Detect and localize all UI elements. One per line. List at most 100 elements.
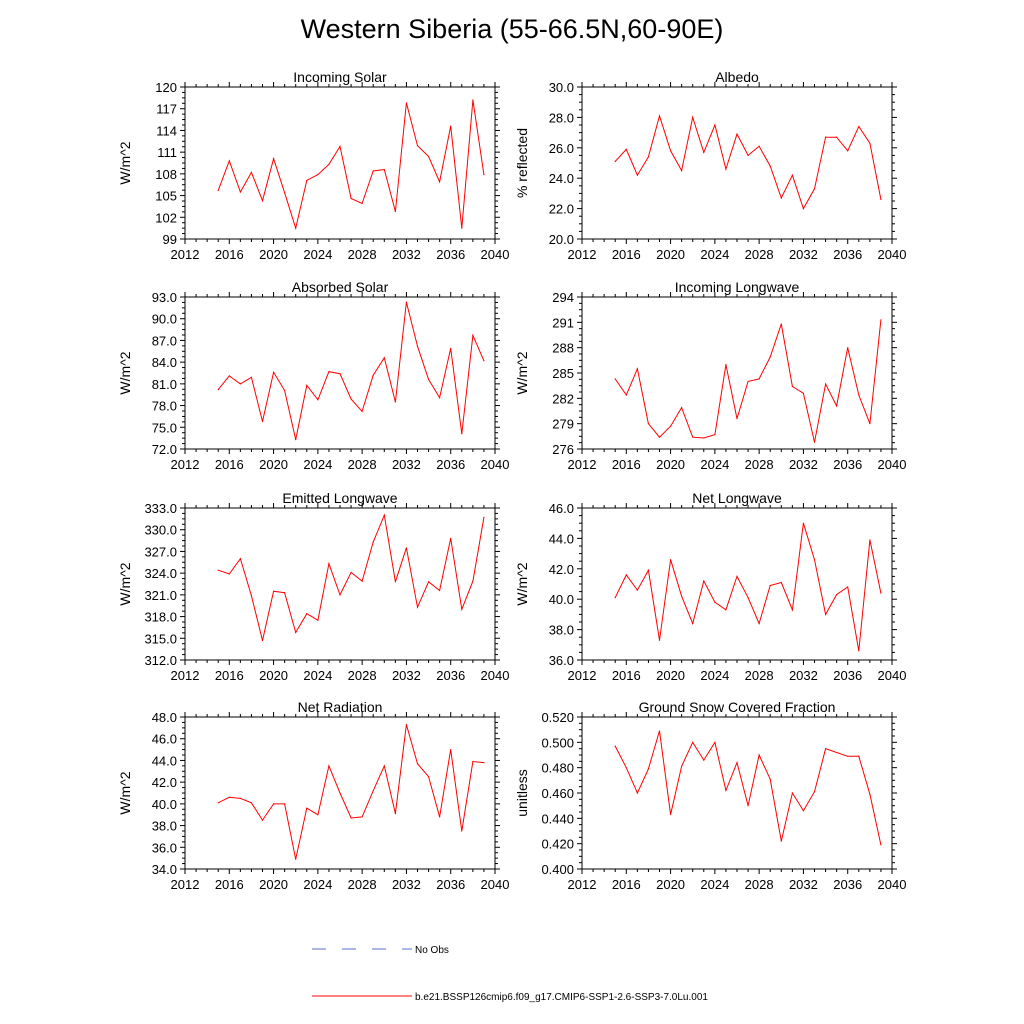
y-tick-label: 0.480: [541, 761, 574, 776]
data-point: [383, 765, 385, 767]
data-point: [669, 559, 672, 561]
x-tick-label: 2036: [436, 457, 465, 472]
data-point: [780, 581, 782, 584]
x-tick-label: 2024: [303, 668, 332, 683]
y-tick-label: 87.0: [152, 333, 177, 348]
data-point: [847, 347, 849, 349]
data-point: [703, 437, 705, 439]
data-point: [858, 125, 860, 128]
data-point: [836, 405, 838, 407]
y-tick-label: 108: [155, 167, 177, 182]
data-point: [228, 573, 230, 575]
series-line: [614, 730, 882, 846]
data-point: [284, 592, 286, 594]
data-point: [681, 407, 683, 409]
data-point: [636, 174, 638, 176]
data-point: [625, 574, 627, 576]
x-tick-label: 2024: [303, 457, 332, 472]
data-point: [339, 594, 341, 596]
data-point: [714, 124, 716, 126]
data-point: [636, 368, 638, 370]
x-tick-label: 2028: [348, 877, 377, 892]
y-tick-label: 36.0: [152, 840, 177, 855]
x-tick-label: 2016: [215, 668, 244, 683]
data-point: [306, 613, 308, 615]
data-point: [250, 802, 253, 804]
data-point: [317, 619, 319, 621]
data-point: [758, 622, 760, 625]
x-tick-label: 2036: [833, 457, 862, 472]
y-axis-label: W/m^2: [514, 351, 530, 394]
legend: No Obs b.e21.BSSP126cmip6.f09_g17.CMIP6-S…: [312, 945, 708, 1003]
data-point: [461, 227, 463, 229]
data-point: [483, 360, 485, 362]
data-point: [847, 755, 849, 757]
data-point: [427, 155, 430, 158]
data-point: [703, 759, 705, 761]
data-point: [239, 797, 241, 800]
chart-panel: Ground Snow Covered Fraction unitless 2012…: [514, 699, 906, 892]
data-point: [284, 192, 286, 194]
x-tick-label: 2024: [303, 247, 332, 262]
data-point: [692, 741, 694, 743]
data-point: [736, 418, 738, 420]
x-tick-label: 2024: [700, 247, 729, 262]
data-point: [306, 179, 308, 181]
data-point: [836, 594, 838, 596]
data-point: [692, 436, 694, 438]
x-tick-label: 2012: [171, 457, 200, 472]
plot-frame: [581, 716, 893, 870]
data-point: [295, 631, 297, 634]
plot-frame: [184, 507, 496, 661]
data-point: [306, 807, 308, 809]
y-tick-label: 276: [552, 442, 574, 457]
data-point: [614, 745, 616, 747]
data-point: [658, 730, 661, 732]
plot-frame: [581, 507, 893, 661]
data-point: [769, 584, 771, 587]
data-point: [272, 371, 275, 373]
x-tick-label: 2036: [436, 247, 465, 262]
data-point: [416, 345, 419, 347]
data-point: [295, 227, 297, 229]
panel-title: Absorbed Solar: [292, 279, 389, 295]
data-point: [802, 208, 805, 210]
data-point: [647, 569, 650, 571]
data-point: [813, 791, 816, 793]
data-point: [769, 356, 771, 358]
x-tick-label: 2036: [436, 668, 465, 683]
data-point: [472, 760, 474, 763]
y-tick-label: 0.420: [541, 837, 574, 852]
panel-title: Albedo: [715, 69, 759, 85]
x-tick-label: 2040: [878, 877, 907, 892]
data-point: [869, 539, 871, 541]
data-point: [439, 589, 441, 592]
data-point: [228, 375, 230, 377]
data-point: [427, 581, 430, 583]
data-point: [317, 173, 319, 176]
data-point: [769, 165, 771, 167]
x-tick-label: 2040: [481, 247, 510, 262]
y-tick-label: 312.0: [144, 653, 177, 668]
data-point: [780, 840, 782, 842]
data-point: [880, 592, 882, 594]
y-tick-label: 318.0: [144, 610, 177, 625]
series-line: [218, 513, 485, 641]
data-point: [703, 580, 705, 582]
y-tick-label: 78.0: [152, 399, 177, 414]
x-tick-label: 2032: [392, 247, 421, 262]
data-point: [791, 609, 793, 611]
y-tick-label: 72.0: [152, 442, 177, 457]
data-point: [261, 819, 264, 821]
data-point: [250, 171, 253, 174]
data-point: [217, 802, 219, 804]
data-point: [427, 378, 430, 381]
data-point: [725, 789, 727, 792]
x-tick-label: 2024: [700, 877, 729, 892]
data-point: [614, 597, 616, 599]
data-point: [625, 767, 627, 769]
y-tick-label: 84.0: [152, 355, 177, 370]
y-axis-label: W/m^2: [117, 771, 133, 814]
data-point: [869, 793, 871, 795]
data-point: [747, 380, 749, 383]
